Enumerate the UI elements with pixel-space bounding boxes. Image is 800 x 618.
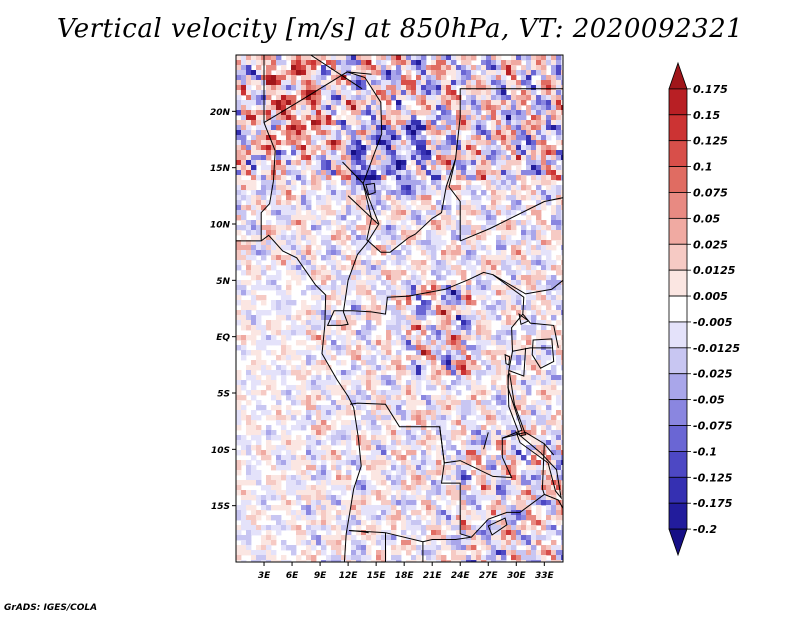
- lat-tick-label: 10S: [211, 446, 230, 456]
- lon-tick-label: 9E: [314, 571, 327, 581]
- border-line: [326, 161, 525, 479]
- lon-tick-label: 27E: [479, 571, 499, 581]
- lat-tick-label: 20N: [210, 108, 231, 118]
- colorbar-swatch: [668, 192, 688, 219]
- border-line: [348, 511, 520, 543]
- border-line: [263, 71, 372, 124]
- colorbar-label: 0.15: [693, 109, 720, 122]
- border-line: [236, 234, 362, 562]
- colorbar-swatch: [668, 451, 688, 478]
- lon-tick-label: 33E: [535, 571, 555, 581]
- colorbar-label: 0.05: [693, 212, 720, 225]
- colorbar-swatch: [668, 88, 688, 116]
- border-line: [522, 313, 559, 349]
- lon-tick-label: 24E: [451, 571, 471, 581]
- colorbar: 0.175 0.15 0.125 0.1 0.075 0.05 0.025 0.0125 0.0…: [668, 61, 740, 557]
- map-frame: [235, 54, 564, 563]
- colorbar-label: 0.0125: [693, 264, 736, 277]
- lat-tick-label: 15S: [211, 502, 230, 512]
- border-line: [448, 158, 461, 241]
- border-line: [460, 197, 563, 242]
- colorbar-swatch: [668, 269, 688, 297]
- lon-tick-label: 15E: [367, 571, 387, 581]
- lake-outline: [515, 430, 562, 500]
- map-title: Vertical velocity [m/s] at 850hPa, VT: 2…: [56, 14, 744, 44]
- border-line: [347, 71, 461, 253]
- colorbar-swatch: [668, 114, 688, 142]
- colorbar-label: -0.075: [693, 420, 733, 433]
- colorbar-label: -0.125: [693, 471, 733, 484]
- lake-outline: [504, 353, 511, 366]
- border-line: [508, 347, 527, 377]
- border-line: [347, 195, 379, 225]
- colorbar-label: 0.075: [693, 186, 728, 199]
- colorbar-label: -0.1: [693, 445, 717, 458]
- colorbar-swatch: [668, 61, 688, 90]
- lat-tick-label: 5S: [217, 390, 230, 400]
- colorbar-label: -0.175: [693, 497, 733, 510]
- lake-outline: [365, 182, 376, 196]
- border-line: [519, 443, 545, 513]
- colorbar-label: -0.005: [693, 316, 733, 329]
- lon-tick-label: 12E: [339, 571, 359, 581]
- border-line: [348, 530, 369, 534]
- border-line: [310, 55, 363, 90]
- lat-tick-label: 10N: [210, 221, 231, 231]
- latitude-axis: 20N 15N 10N 5N EQ 5S 10S 15S: [210, 108, 236, 512]
- colorbar-swatch: [668, 140, 688, 167]
- lon-tick-label: 18E: [395, 571, 415, 581]
- colorbar-swatch: [668, 295, 688, 323]
- colorbar-swatch: [668, 425, 688, 452]
- colorbar-swatch: [668, 502, 688, 530]
- lat-tick-label: 5N: [216, 277, 230, 287]
- colorbar-swatch: [668, 528, 688, 557]
- colorbar-label: -0.2: [693, 523, 717, 536]
- colorbar-label: 0.175: [693, 83, 728, 96]
- border-line: [502, 431, 555, 456]
- colorbar-swatch: [668, 373, 688, 401]
- vertical-velocity-field: [236, 55, 563, 562]
- colorbar-swatch: [668, 399, 688, 426]
- lake-outline: [518, 312, 530, 326]
- border-line: [512, 347, 552, 352]
- colorbar-swatch: [668, 166, 688, 193]
- border-line: [544, 493, 563, 510]
- colorbar-label: 0.025: [693, 238, 728, 251]
- colorbar-swatch: [668, 347, 688, 375]
- grads-credit: GrADS: IGES/COLA: [4, 603, 98, 613]
- colorbar-swatch: [668, 321, 688, 349]
- border-line: [459, 88, 563, 117]
- lon-tick-label: 6E: [286, 571, 299, 581]
- lake-outline: [531, 338, 555, 369]
- colorbar-label: -0.025: [693, 368, 733, 381]
- lon-tick-label: 21E: [423, 571, 443, 581]
- longitude-axis: 3E 6E 9E 12E 15E 18E 21E 24E 27E 30E 33E: [258, 562, 555, 581]
- border-line: [439, 426, 472, 538]
- lon-tick-label: 3E: [258, 571, 271, 581]
- colorbar-swatch: [668, 217, 688, 245]
- lat-tick-label: EQ: [216, 333, 230, 343]
- country-borders: [236, 55, 563, 562]
- colorbar-label: -0.0125: [693, 342, 740, 355]
- colorbar-label: 0.005: [693, 290, 728, 303]
- colorbar-label: 0.125: [693, 135, 728, 148]
- colorbar-label: -0.05: [693, 394, 725, 407]
- lon-tick-label: 30E: [507, 571, 527, 581]
- border-line: [492, 274, 563, 295]
- lake-outline: [487, 517, 508, 536]
- lat-tick-label: 15N: [210, 164, 231, 174]
- colorbar-label: 0.1: [693, 161, 713, 174]
- colorbar-swatch: [668, 476, 688, 504]
- colorbar-swatch: [668, 243, 688, 271]
- border-line: [483, 432, 489, 450]
